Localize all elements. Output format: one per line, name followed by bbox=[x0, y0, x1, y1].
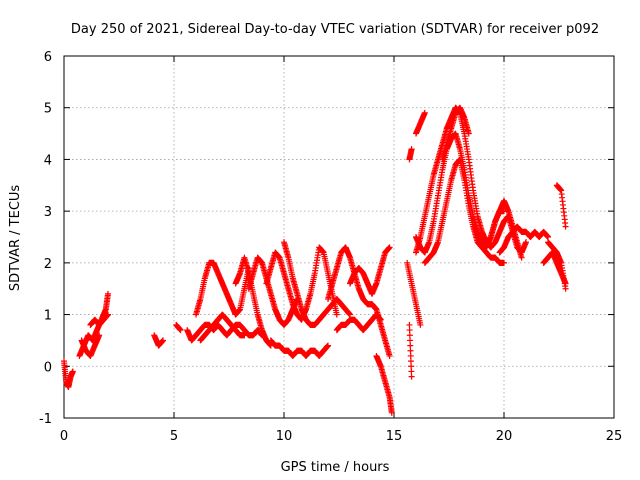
data-points bbox=[61, 104, 569, 416]
data-point bbox=[69, 368, 76, 375]
data-point bbox=[407, 352, 414, 359]
chart-title: Day 250 of 2021, Sidereal Day-to-day VTE… bbox=[71, 22, 599, 37]
y-axis-label: SDTVAR / TECUs bbox=[8, 185, 23, 292]
data-point bbox=[177, 327, 184, 334]
x-axis-label: GPS time / hours bbox=[281, 460, 390, 475]
data-point bbox=[406, 321, 413, 328]
data-point bbox=[408, 146, 415, 153]
axis-ticks: 0 5 10 15 20 25 -1 0 1 2 3 4 5 6 bbox=[39, 50, 622, 444]
data-point bbox=[105, 290, 111, 297]
x-tick-label: 5 bbox=[170, 429, 178, 444]
grid bbox=[64, 56, 614, 418]
y-tick-label: 5 bbox=[44, 102, 52, 117]
data-point bbox=[501, 259, 507, 266]
data-point bbox=[465, 130, 472, 137]
data-point bbox=[406, 327, 413, 334]
data-point bbox=[347, 311, 353, 318]
data-point bbox=[407, 347, 414, 354]
plot-frame bbox=[63, 55, 615, 419]
x-tick-label: 0 bbox=[60, 429, 68, 444]
data-point bbox=[518, 254, 525, 261]
data-point bbox=[408, 368, 415, 375]
data-point bbox=[160, 337, 166, 344]
data-point bbox=[421, 109, 428, 116]
data-point bbox=[407, 358, 414, 365]
data-point bbox=[408, 373, 415, 380]
x-tick-label: 20 bbox=[496, 429, 513, 444]
data-point bbox=[105, 311, 111, 318]
data-point bbox=[407, 337, 414, 344]
data-point bbox=[523, 239, 529, 246]
x-tick-label: 10 bbox=[276, 429, 293, 444]
y-tick-label: 4 bbox=[44, 153, 52, 168]
data-point bbox=[417, 321, 424, 328]
data-point bbox=[386, 352, 393, 359]
data-point bbox=[406, 332, 413, 339]
data-point bbox=[562, 223, 569, 230]
x-tick-label: 15 bbox=[386, 429, 403, 444]
y-tick-label: 3 bbox=[44, 205, 52, 220]
x-tick-label: 25 bbox=[606, 429, 623, 444]
y-tick-label: 2 bbox=[44, 257, 52, 272]
y-tick-label: -1 bbox=[39, 412, 52, 427]
data-point bbox=[407, 342, 414, 349]
data-point bbox=[562, 285, 569, 292]
data-point bbox=[388, 409, 395, 416]
data-point bbox=[333, 311, 340, 318]
data-point bbox=[325, 342, 331, 349]
data-point bbox=[96, 332, 103, 339]
data-point bbox=[545, 234, 551, 240]
data-point bbox=[241, 332, 248, 339]
data-point bbox=[386, 244, 393, 251]
y-tick-label: 1 bbox=[44, 309, 52, 324]
y-tick-label: 6 bbox=[44, 50, 52, 65]
data-point bbox=[408, 363, 415, 370]
y-tick-label: 0 bbox=[44, 360, 52, 375]
